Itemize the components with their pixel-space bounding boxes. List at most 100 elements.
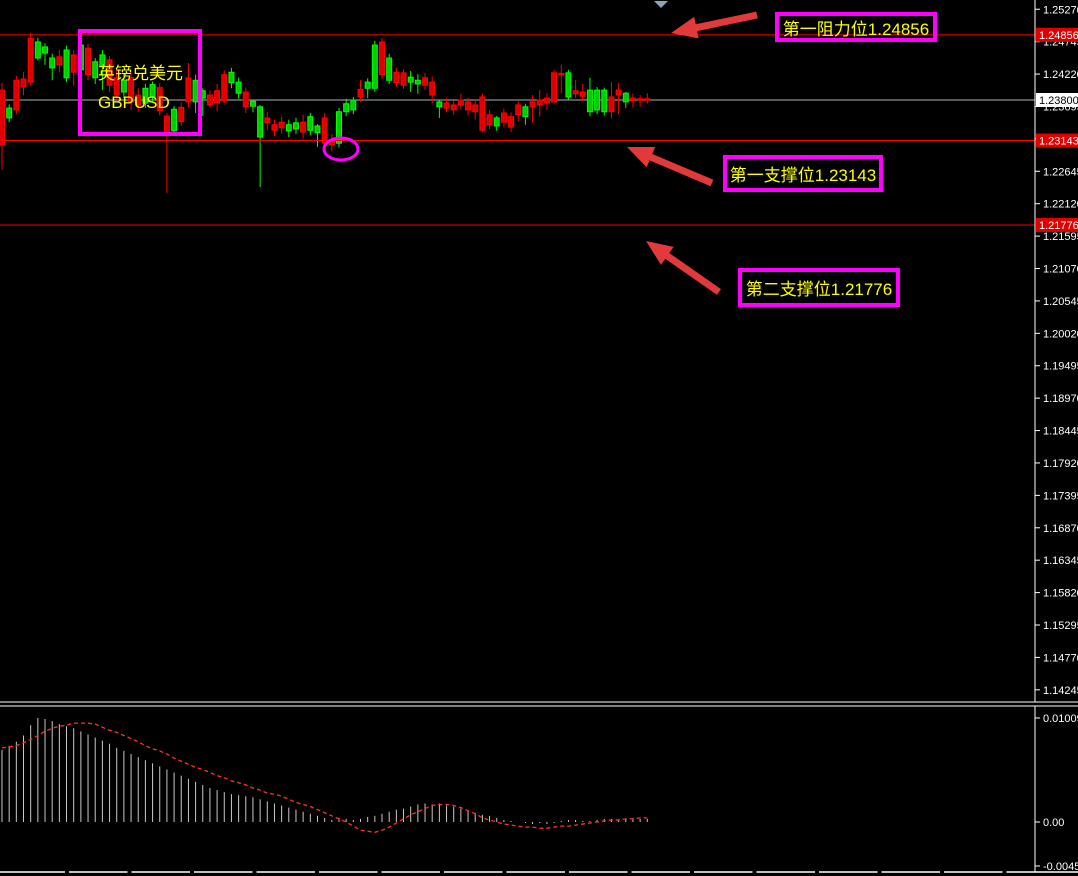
symbol-annotation-box: 英镑兑美元 GBPUSD (78, 29, 202, 136)
price-axis-label: 1.14770 (1043, 652, 1078, 664)
price-axis-label: 1.20020 (1043, 328, 1078, 340)
support1-annotation-box: 第一支撑位1.23143 (723, 155, 883, 192)
candle-body (543, 97, 550, 104)
candle-body (307, 116, 314, 131)
time-axis-tick-gap (377, 870, 382, 875)
candle-body (63, 49, 70, 79)
candle-body (551, 72, 558, 103)
candle-body (0, 89, 5, 146)
candle-body (142, 87, 149, 104)
annotation-arrow-head (646, 241, 674, 265)
price-axis-label: 1.20545 (1043, 296, 1078, 308)
candle-body (149, 84, 156, 98)
level-price-tag-label: 1.21776 (1039, 220, 1078, 232)
time-axis-tick-gap (940, 870, 944, 875)
time-axis-tick-gap (252, 870, 257, 875)
indicator-axis-label: -0.00455 (1043, 861, 1078, 873)
current-price-tag-label: 1.23800 (1039, 95, 1078, 107)
annotation-arrow-shaft (644, 151, 714, 187)
candle-body (586, 89, 593, 113)
candle-body (249, 100, 256, 107)
support2-annotation-box: 第二支撑位1.21776 (738, 268, 900, 307)
candle-body (508, 116, 515, 128)
support2-label: 第二支撑位1.21776 (745, 280, 893, 299)
time-axis-tick-gap (127, 870, 132, 875)
candle-body (27, 37, 34, 83)
time-axis-tick-gap (690, 870, 694, 875)
candle-body (264, 117, 271, 124)
price-axis-label: 1.16870 (1043, 523, 1078, 535)
candle-body (214, 90, 221, 104)
level-price-tag-label: 1.23143 (1039, 136, 1078, 148)
candle-body (457, 99, 464, 106)
candle-body (178, 106, 185, 123)
price-axis-label: 1.16345 (1043, 555, 1078, 567)
candle-body (386, 57, 393, 81)
highlight-ellipse (322, 136, 360, 162)
candle-body (515, 104, 522, 116)
candle-body (92, 61, 99, 79)
candle-body (500, 112, 507, 123)
indicator-axis-label: 0.00 (1043, 817, 1064, 829)
price-axis-label: 1.21595 (1043, 231, 1078, 243)
candle-body (379, 41, 386, 76)
candle-body (414, 79, 421, 85)
symbol-annotation-text: 英镑兑美元 GBPUSD (82, 33, 183, 117)
price-axis-label: 1.19495 (1043, 361, 1078, 373)
candle-body (171, 108, 178, 132)
candle-body (629, 97, 636, 102)
price-axis-label: 1.18445 (1043, 426, 1078, 438)
candle-body (436, 101, 443, 108)
time-axis-tick-gap (190, 870, 194, 875)
candle-body (443, 102, 450, 109)
indicator-axis-label: 0.010099 (1043, 713, 1078, 725)
price-axis-label: 1.15295 (1043, 620, 1078, 632)
candle-body (594, 89, 601, 111)
candle-body (558, 72, 565, 76)
candle-body (300, 121, 307, 133)
candle-body (49, 57, 56, 69)
price-axis-label: 1.14245 (1043, 685, 1078, 697)
price-axis-label: 1.18970 (1043, 393, 1078, 405)
candle-body (292, 122, 299, 130)
annotation-arrow-shaft (689, 11, 758, 33)
candle-body (128, 77, 135, 103)
resistance1-label: 第一阻力位1.24856 (782, 19, 930, 39)
candle-body (42, 46, 49, 54)
price-axis-label: 1.17395 (1043, 490, 1078, 502)
candle-body (235, 81, 242, 94)
current-price-tag (1036, 93, 1078, 107)
time-axis-tick-gap (627, 870, 632, 875)
price-axis-label: 1.24220 (1043, 69, 1078, 81)
candle-body (644, 98, 651, 101)
candle-body (522, 106, 529, 118)
candle-body (350, 99, 357, 111)
candle-body (407, 76, 414, 83)
candle-body (106, 59, 113, 86)
time-axis-tick-gap (440, 870, 444, 875)
scroll-marker-icon[interactable] (654, 1, 668, 8)
candle-body (99, 54, 106, 67)
candle-body (622, 92, 629, 103)
level-price-tag-support1 (1036, 133, 1078, 148)
candle-body (70, 54, 77, 73)
annotation-arrow-head (671, 16, 699, 39)
candle-body (221, 74, 228, 102)
time-axis-tick-gap (752, 870, 757, 875)
candle-body (120, 79, 127, 93)
candle-body (357, 89, 364, 98)
level-price-tag-resistance1 (1036, 27, 1078, 42)
candle-body (472, 104, 479, 113)
resistance1-annotation-box: 第一阻力位1.24856 (775, 12, 937, 42)
candle-body (6, 107, 13, 119)
candle-body (34, 41, 41, 59)
support1-label: 第一支撑位1.23143 (729, 166, 877, 185)
candle-body (579, 91, 586, 97)
candle-body (335, 111, 342, 144)
time-axis-tick-gap (815, 870, 819, 875)
candle-body (278, 121, 285, 129)
candle-body (371, 44, 378, 89)
candle-body (601, 89, 608, 113)
